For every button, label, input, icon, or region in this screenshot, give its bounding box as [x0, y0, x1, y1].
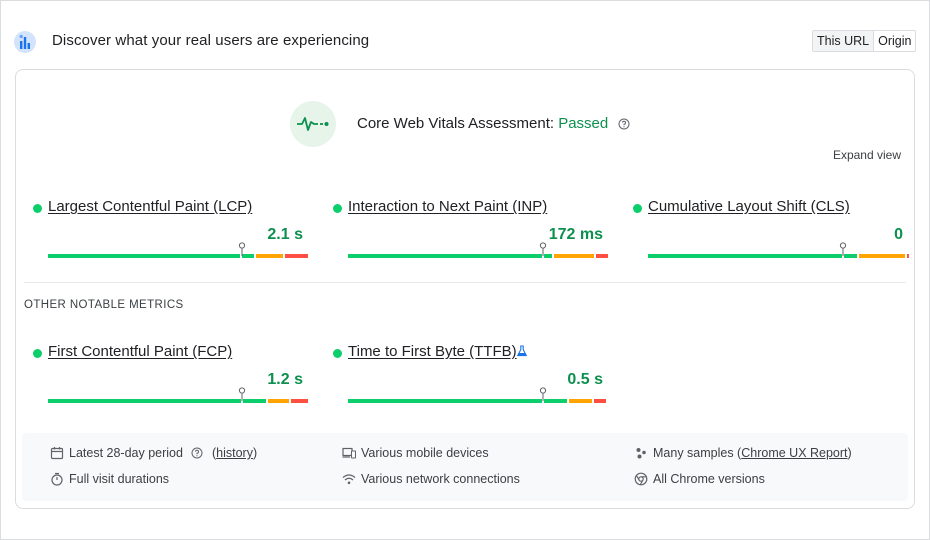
- wifi-icon: [342, 474, 356, 485]
- bar-segment-needs-improvement: [554, 254, 594, 258]
- network-text: Various network connections: [361, 472, 520, 486]
- devices-text: Various mobile devices: [361, 446, 489, 460]
- bar-segment-needs-improvement: [268, 399, 289, 403]
- metric-inp: Interaction to Next Paint (INP) 172 ms: [333, 194, 608, 258]
- bar-segment-good-tail: [544, 254, 552, 258]
- url-origin-toggle[interactable]: This URL Origin: [812, 30, 917, 52]
- distribution-bar: [48, 254, 308, 258]
- vitals-pulse-icon: [290, 101, 336, 147]
- metric-name-link[interactable]: First Contentful Paint (FCP): [48, 343, 233, 360]
- percentile-marker-icon: [238, 242, 246, 256]
- bar-segment-good: [348, 399, 542, 403]
- bar-segment-poor: [596, 254, 608, 258]
- distribution-bar: [48, 399, 308, 403]
- status-good-dot: [33, 349, 42, 358]
- status-good-dot: [333, 204, 342, 213]
- field-data-card: Core Web Vitals Assessment: Passed Expan…: [15, 69, 915, 509]
- bar-segment-good-tail: [242, 254, 254, 258]
- other-metrics-heading: OTHER NOTABLE METRICS: [24, 299, 184, 311]
- distribution-bar: [648, 254, 910, 258]
- history-open-paren: (: [211, 446, 217, 460]
- calendar-icon: [50, 447, 64, 460]
- metric-value: 0.5 s: [567, 371, 603, 388]
- samples-prefix: Many samples (: [653, 446, 742, 460]
- bar-segment-needs-improvement: [569, 399, 592, 403]
- percentile-marker-icon: [539, 387, 547, 401]
- flask-icon: [517, 345, 527, 357]
- assessment-label: Core Web Vitals Assessment:: [357, 115, 555, 132]
- visit-durations: Full visit durations: [50, 472, 169, 486]
- metric-name-link[interactable]: Largest Contentful Paint (LCP): [48, 198, 253, 215]
- collection-period: Latest 28-day period (history): [50, 446, 257, 460]
- origin-tab[interactable]: Origin: [878, 34, 912, 48]
- assessment-status: Passed: [558, 115, 609, 132]
- stopwatch-icon: [51, 472, 63, 486]
- data-collection-info: Latest 28-day period (history) Full visi…: [22, 433, 908, 501]
- crux-logo-icon: [14, 31, 36, 53]
- chrome-ux-report-link[interactable]: Chrome UX Report: [741, 446, 848, 460]
- bar-segment-needs-improvement: [859, 254, 905, 258]
- metric-name-text[interactable]: Time to First Byte (TTFB): [348, 343, 517, 360]
- bar-segment-good: [648, 254, 842, 258]
- period-text: Latest 28-day period: [69, 446, 183, 460]
- status-good-dot: [633, 204, 642, 213]
- metric-ttfb: Time to First Byte (TTFB) 0.5 s: [333, 339, 606, 403]
- percentile-marker-icon: [839, 242, 847, 256]
- history-close-paren: ): [252, 446, 258, 460]
- bar-segment-poor: [907, 254, 909, 258]
- bar-segment-good-tail: [844, 254, 857, 258]
- metric-value: 1.2 s: [267, 371, 303, 388]
- metric-name-link[interactable]: Time to First Byte (TTFB): [348, 343, 517, 360]
- assessment-heading: Core Web Vitals Assessment: Passed: [357, 115, 630, 132]
- versions-text: All Chrome versions: [653, 472, 765, 486]
- expand-view-link[interactable]: Expand view: [832, 148, 901, 162]
- status-good-dot: [333, 349, 342, 358]
- metric-value: 172 ms: [548, 226, 603, 243]
- bar-segment-good: [48, 399, 241, 403]
- device-types: Various mobile devices: [342, 446, 489, 460]
- help-icon[interactable]: [191, 447, 203, 459]
- percentile-marker-icon: [539, 242, 547, 256]
- percentile-marker-icon: [238, 387, 246, 401]
- metric-name-link[interactable]: Interaction to Next Paint (INP): [348, 198, 548, 215]
- section-title: Discover what your real users are experi…: [52, 32, 370, 49]
- bar-segment-good: [48, 254, 240, 258]
- chrome-icon: [634, 472, 648, 486]
- history-link[interactable]: history: [216, 446, 253, 460]
- devices-icon: [342, 447, 356, 459]
- bar-segment-poor: [285, 254, 308, 258]
- network-types: Various network connections: [342, 472, 520, 486]
- metric-value: 0: [894, 226, 903, 243]
- people-icon: [636, 448, 646, 459]
- this-url-tab[interactable]: This URL: [813, 31, 875, 51]
- status-good-dot: [33, 204, 42, 213]
- metric-cls: Cumulative Layout Shift (CLS) 0: [633, 194, 909, 258]
- section-header: Discover what your real users are experi…: [13, 27, 917, 57]
- bar-segment-good: [348, 254, 542, 258]
- bar-segment-poor: [291, 399, 308, 403]
- chrome-versions: All Chrome versions: [634, 472, 765, 486]
- bar-segment-needs-improvement: [256, 254, 283, 258]
- bar-segment-poor: [594, 399, 606, 403]
- bar-segment-good-tail: [544, 399, 567, 403]
- distribution-bar: [348, 254, 608, 258]
- metric-lcp: Largest Contentful Paint (LCP) 2.1 s: [33, 194, 308, 258]
- metric-name-link[interactable]: Cumulative Layout Shift (CLS): [648, 198, 850, 215]
- bar-segment-good-tail: [243, 399, 266, 403]
- samples-suffix: ): [847, 446, 852, 460]
- metric-value: 2.1 s: [267, 226, 303, 243]
- durations-text: Full visit durations: [69, 472, 170, 486]
- distribution-bar: [348, 399, 608, 403]
- metric-fcp: First Contentful Paint (FCP) 1.2 s: [33, 339, 308, 403]
- section-divider: [24, 282, 906, 283]
- help-icon[interactable]: [618, 118, 630, 130]
- sample-source: Many samples (Chrome UX Report): [634, 446, 852, 460]
